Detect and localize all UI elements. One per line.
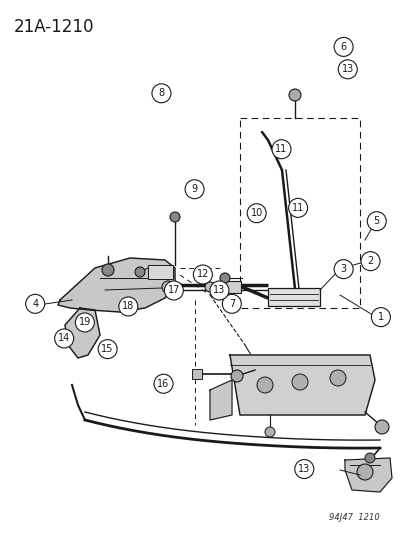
- Text: 11: 11: [275, 144, 287, 154]
- Text: 8: 8: [158, 88, 164, 98]
- Polygon shape: [344, 458, 391, 492]
- Text: 4: 4: [32, 299, 38, 309]
- Text: 16: 16: [157, 379, 169, 389]
- Circle shape: [230, 370, 242, 382]
- Circle shape: [264, 427, 274, 437]
- Bar: [240, 118, 359, 308]
- Circle shape: [55, 329, 74, 348]
- Circle shape: [360, 252, 379, 271]
- Circle shape: [26, 294, 45, 313]
- Circle shape: [170, 212, 180, 222]
- Circle shape: [219, 273, 230, 283]
- Text: 17: 17: [167, 286, 180, 295]
- Text: 21A-1210: 21A-1210: [14, 18, 94, 36]
- Text: 13: 13: [341, 64, 353, 74]
- Bar: [147, 265, 173, 279]
- Circle shape: [256, 377, 272, 393]
- Text: 18: 18: [122, 302, 134, 311]
- Text: 7: 7: [228, 299, 235, 309]
- Circle shape: [185, 180, 204, 199]
- Circle shape: [98, 340, 117, 359]
- Circle shape: [161, 281, 173, 293]
- Circle shape: [337, 60, 356, 79]
- Text: 94J47  1210: 94J47 1210: [328, 513, 379, 522]
- Bar: [224, 281, 240, 293]
- Polygon shape: [209, 380, 231, 420]
- Text: 6: 6: [340, 42, 346, 52]
- Text: 11: 11: [291, 203, 304, 213]
- Circle shape: [102, 264, 114, 276]
- Text: 1: 1: [377, 312, 383, 322]
- Circle shape: [152, 84, 171, 103]
- Circle shape: [75, 313, 94, 332]
- Text: 13: 13: [297, 464, 310, 474]
- Text: 5: 5: [373, 216, 379, 226]
- Circle shape: [135, 267, 145, 277]
- Circle shape: [329, 370, 345, 386]
- Text: 19: 19: [78, 318, 91, 327]
- Circle shape: [247, 204, 266, 223]
- Circle shape: [333, 260, 352, 279]
- Text: 14: 14: [58, 334, 70, 343]
- Circle shape: [288, 89, 300, 101]
- Circle shape: [164, 281, 183, 300]
- Text: 10: 10: [250, 208, 262, 218]
- Polygon shape: [65, 308, 100, 358]
- Circle shape: [119, 297, 138, 316]
- Circle shape: [288, 198, 307, 217]
- Circle shape: [193, 265, 212, 284]
- Circle shape: [366, 212, 385, 231]
- Bar: [267, 288, 319, 306]
- Text: 12: 12: [196, 270, 209, 279]
- Circle shape: [222, 294, 241, 313]
- Circle shape: [333, 37, 352, 56]
- Circle shape: [204, 282, 214, 292]
- Circle shape: [209, 281, 228, 300]
- Circle shape: [356, 464, 372, 480]
- Polygon shape: [58, 258, 175, 312]
- Bar: [192, 369, 202, 379]
- Circle shape: [154, 374, 173, 393]
- Circle shape: [374, 420, 388, 434]
- Circle shape: [271, 140, 290, 159]
- Circle shape: [291, 374, 307, 390]
- Circle shape: [370, 308, 389, 327]
- Text: 15: 15: [101, 344, 114, 354]
- Circle shape: [364, 453, 374, 463]
- Polygon shape: [230, 355, 374, 415]
- Text: 3: 3: [340, 264, 346, 274]
- Text: 9: 9: [191, 184, 197, 194]
- Text: 13: 13: [213, 286, 225, 295]
- Text: 2: 2: [366, 256, 373, 266]
- Circle shape: [294, 459, 313, 479]
